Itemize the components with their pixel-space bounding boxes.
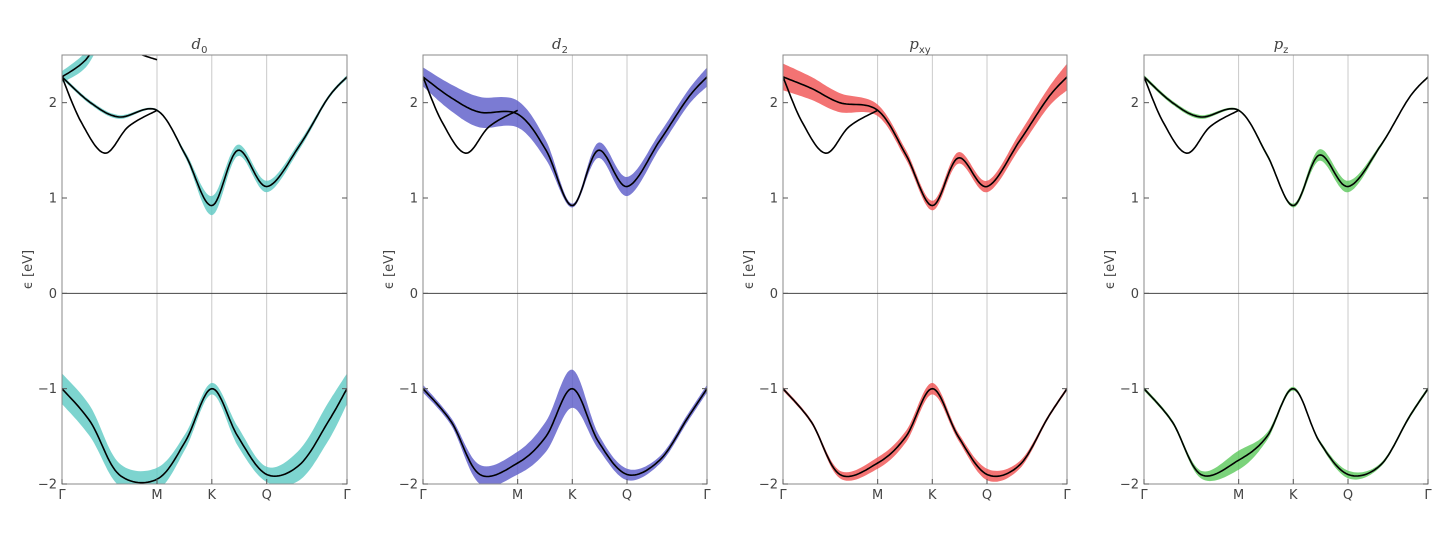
weight-band-vb-top	[62, 373, 347, 484]
band-line-vb-top	[783, 387, 1067, 478]
band-line-cb-lower	[1144, 76, 1240, 155]
y-tick-label: 1	[1131, 192, 1139, 207]
y-tick-label: −2	[759, 478, 778, 493]
x-tick-label: Γ	[1424, 488, 1432, 503]
plot-frame	[422, 54, 708, 485]
x-tick-label: Γ	[703, 488, 711, 503]
weight-band-cb-upper	[1144, 75, 1428, 208]
x-tick-label: Γ	[58, 488, 66, 503]
weight-band-cb-high	[62, 55, 157, 83]
weight-band-cb-upper	[423, 67, 707, 208]
band-line-cb-lower	[783, 76, 879, 155]
y-axis-label: ϵ [eV]	[382, 250, 397, 289]
panel-2: −2 −1 0 1 2 Γ M K Q Γϵ [eV] d2	[382, 35, 711, 503]
panel-title: d2	[552, 35, 568, 56]
weight-band-vb-top	[783, 382, 1067, 482]
x-tick-label: M	[1233, 488, 1244, 503]
x-tick-label: Γ	[779, 488, 787, 503]
panel-3: −2 −1 0 1 2 Γ M K Q Γϵ [eV] pxy	[742, 35, 1071, 503]
x-tick-label: Q	[1343, 488, 1353, 503]
y-tick-label: 1	[770, 192, 778, 207]
panel-title: d0	[192, 35, 208, 56]
y-tick-label: 0	[1131, 287, 1139, 302]
y-tick-label: 2	[410, 96, 418, 111]
y-tick-label: −1	[759, 382, 778, 397]
plot-frame	[61, 54, 348, 485]
y-tick-label: 1	[410, 192, 418, 207]
x-tick-label: M	[872, 488, 883, 503]
weight-band-vb-top	[1144, 386, 1428, 482]
weight-band-vb-top	[423, 369, 707, 484]
x-tick-label: Γ	[1063, 488, 1071, 503]
x-tick-label: M	[512, 488, 523, 503]
y-axis-label: ϵ [eV]	[21, 250, 36, 289]
y-tick-label: 2	[770, 96, 778, 111]
band-line-cb-lower	[423, 76, 519, 155]
y-axis-label: ϵ [eV]	[742, 250, 757, 289]
y-tick-label: −2	[399, 478, 418, 493]
band-line-vb-top	[62, 387, 347, 484]
band-line-cb-upper	[783, 76, 1067, 207]
y-tick-label: 2	[1131, 96, 1139, 111]
band-line-cb-upper	[423, 76, 707, 207]
x-tick-label: M	[151, 488, 162, 503]
plot-frame	[1143, 54, 1429, 485]
x-tick-label: Γ	[1140, 488, 1148, 503]
y-tick-label: −2	[38, 478, 57, 493]
x-tick-label: Γ	[419, 488, 427, 503]
y-tick-label: −1	[1120, 382, 1139, 397]
y-axis-label: ϵ [eV]	[1103, 250, 1118, 289]
x-tick-label: K	[568, 488, 577, 503]
x-tick-label: Q	[982, 488, 992, 503]
panel-1: −2 −1 0 1 2 Γ M K Q Γϵ [eV] d0	[21, 35, 351, 503]
x-tick-label: Γ	[343, 488, 351, 503]
x-tick-label: K	[1289, 488, 1298, 503]
x-tick-label: K	[928, 488, 937, 503]
plot-frame	[782, 54, 1068, 485]
panel-title: pz	[1274, 35, 1289, 56]
y-tick-label: 0	[770, 287, 778, 302]
band-line-cb-upper	[62, 76, 347, 207]
panel-title: pxy	[909, 35, 931, 56]
x-tick-label: Q	[262, 488, 272, 503]
panel-4: −2 −1 0 1 2 Γ M K Q Γϵ [eV] pz	[1103, 35, 1432, 503]
y-tick-label: −1	[399, 382, 418, 397]
weight-band-cb-upper	[62, 75, 347, 216]
x-tick-label: K	[208, 488, 217, 503]
y-tick-label: 1	[49, 192, 57, 207]
y-tick-label: −1	[38, 382, 57, 397]
x-tick-label: Q	[622, 488, 632, 503]
band-line-cb-upper	[1144, 76, 1428, 207]
band-line-vb-top	[423, 387, 707, 478]
y-tick-label: 0	[49, 287, 57, 302]
y-tick-label: 0	[410, 287, 418, 302]
band-line-cb-lower	[62, 76, 158, 155]
band-line-cb-high	[62, 55, 158, 78]
y-tick-label: −2	[1120, 478, 1139, 493]
weight-band-cb-upper	[783, 63, 1067, 211]
y-tick-label: 2	[49, 96, 57, 111]
band-line-vb-top	[1144, 387, 1428, 477]
